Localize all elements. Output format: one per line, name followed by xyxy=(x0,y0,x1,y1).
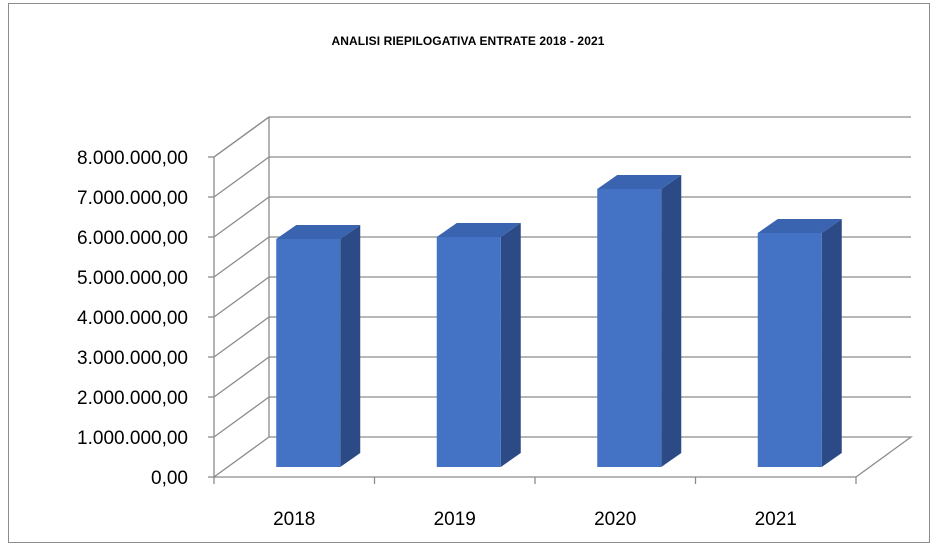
chart-title: ANALISI RIEPILOGATIVA ENTRATE 2018 - 202… xyxy=(331,34,605,48)
bar-front-face xyxy=(436,237,501,467)
bar xyxy=(597,175,682,467)
bar-top-face xyxy=(597,175,682,189)
x-tick-label: 2019 xyxy=(434,509,476,530)
bar-top-face xyxy=(757,219,842,233)
bar-side-face xyxy=(500,223,521,467)
chart-floor xyxy=(212,436,913,478)
bar-top-face xyxy=(436,223,521,237)
x-tick-label: 2021 xyxy=(755,509,797,530)
bar-top-face xyxy=(276,225,361,239)
bar-side-face xyxy=(340,225,361,467)
bar xyxy=(436,223,521,467)
bar-side-face xyxy=(821,219,842,467)
bar-front-face xyxy=(757,233,822,467)
gridline xyxy=(213,156,911,198)
chart-bars xyxy=(276,175,842,467)
y-axis-tick-labels: 0,00 1.000.000,00 2.000.000,00 3.000.000,00… xyxy=(77,148,188,489)
y-tick-label: 5.000.000,00 xyxy=(77,268,188,289)
y-tick-label: 3.000.000,00 xyxy=(77,348,188,369)
gridline xyxy=(213,116,911,158)
x-tick-label: 2020 xyxy=(594,509,636,530)
bar-front-face xyxy=(276,239,341,467)
y-tick-label: 1.000.000,00 xyxy=(77,428,188,449)
side-wall-top-edge xyxy=(213,116,270,158)
y-tick-label: 7.000.000,00 xyxy=(77,188,188,209)
bar-side-face xyxy=(661,175,682,467)
y-tick-label: 4.000.000,00 xyxy=(77,308,188,329)
y-tick-label: 8.000.000,00 xyxy=(77,148,188,169)
bar xyxy=(757,219,842,467)
y-tick-label: 6.000.000,00 xyxy=(77,228,188,249)
bar xyxy=(276,225,361,467)
y-tick-label: 0,00 xyxy=(151,468,188,489)
x-axis-tick-labels: 2018 2019 2020 2021 xyxy=(273,509,797,530)
chart-axes xyxy=(208,116,913,484)
bar-front-face xyxy=(597,189,662,467)
y-tick-label: 2.000.000,00 xyxy=(77,388,188,409)
x-tick-label: 2018 xyxy=(273,509,315,530)
